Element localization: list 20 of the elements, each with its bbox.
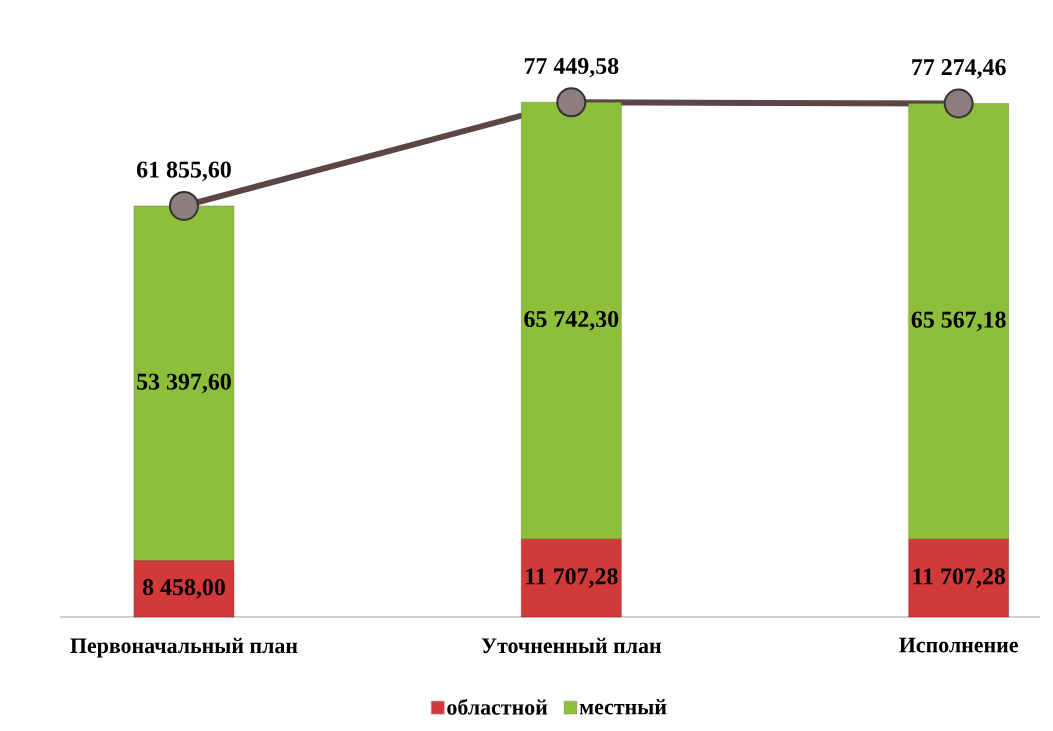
bar [133,205,235,561]
x-tick-label: Первоначальный план [70,637,298,658]
bar [521,538,622,618]
data-label: 11 707,28 [913,568,1006,588]
bar [908,103,1009,540]
x-tick-label: Исполнение [899,637,1018,653]
data-label: 77 274,46 [912,59,1006,79]
legend-label: областной [447,698,548,715]
bar [908,538,1009,618]
bar [521,102,622,540]
data-label: 8 458,00 [142,579,225,599]
data-label: 53 397,60 [137,373,231,394]
x-tick-label: Уточненный план [481,637,662,654]
bar [133,560,235,618]
legend-label: местный [579,699,667,715]
data-label: 61 855,60 [136,161,231,182]
data-label: 65 742,30 [524,310,619,331]
data-label: 11 707,28 [526,568,618,588]
data-label: 77 449,58 [524,57,619,78]
data-label: 65 567,18 [911,311,1006,332]
